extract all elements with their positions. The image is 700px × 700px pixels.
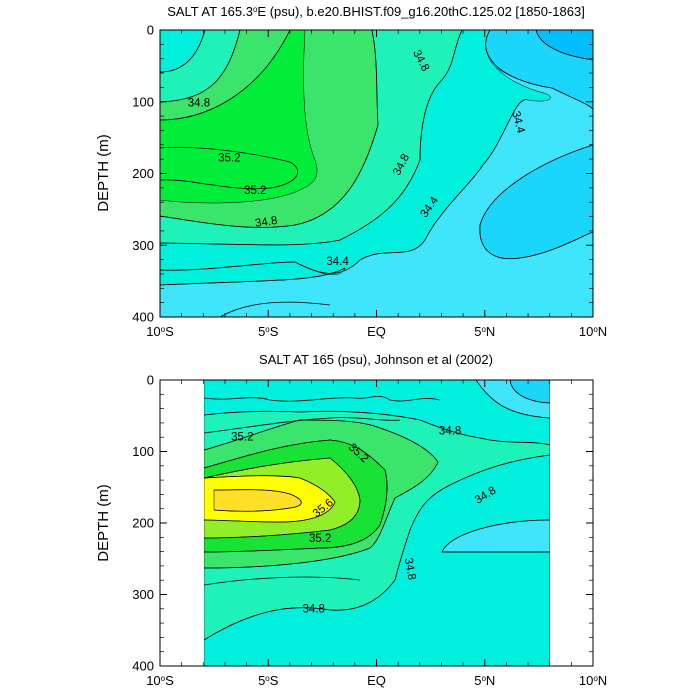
y-tick-label: 200 <box>132 516 154 531</box>
y-tick-label: 0 <box>147 23 154 38</box>
contour-label: 34.4 <box>509 110 527 135</box>
contour-label-text: 34.8 <box>439 426 461 438</box>
y-tick-label: 300 <box>132 587 154 602</box>
panel-observed-salinity: SALT AT 165 (psu), Johnson et al (2002) <box>95 352 607 688</box>
contour-label: 34.8 <box>439 426 461 438</box>
contour-label: 34.8 <box>402 557 418 581</box>
y-tick-label: 400 <box>132 310 154 325</box>
contour-label: 35.2 <box>231 431 253 443</box>
salinity-contour-fill <box>204 380 550 666</box>
contour-lines <box>160 30 593 317</box>
x-tick-label: 5oS <box>258 673 279 688</box>
contour-label-text: 34.8 <box>303 604 325 616</box>
y-tick-label: 200 <box>132 166 154 181</box>
x-tick-label: 10oS <box>146 324 174 339</box>
contour-label-text: 34.8 <box>188 97 210 109</box>
contour-label-text: 35.2 <box>244 185 266 197</box>
x-tick-label: 10oN <box>579 324 607 339</box>
x-tick-label: 5oN <box>474 324 495 339</box>
contour-label-text: 35.2 <box>309 533 331 545</box>
x-tick-label: 5oS <box>258 324 279 339</box>
contour-label: 35.2 <box>309 533 331 545</box>
x-tick-label: EQ <box>367 324 386 339</box>
x-tick-label: 10oS <box>146 673 174 688</box>
y-tick-label: 400 <box>132 659 154 674</box>
panel-model-salinity: SALT AT 165.3oE (psu), b.e20.BHIST.f09_g… <box>95 4 607 339</box>
y-tick-label: 100 <box>132 94 154 109</box>
contour-label-text: 34.8 <box>254 215 278 230</box>
contour-label: 35.2 <box>244 185 266 197</box>
x-axis-ticks: 10oS 5oS EQ 5oN 10oN <box>146 380 607 688</box>
contour-label-text: 34.8 <box>402 557 418 581</box>
contour-label-text: 34.4 <box>326 256 349 268</box>
y-axis-ticks: 0 100 200 300 400 <box>132 23 593 325</box>
x-tick-label: 10oN <box>579 673 607 688</box>
y-axis-label: DEPTH (m) <box>95 484 112 562</box>
y-tick-label: 300 <box>132 238 154 253</box>
panel-title: SALT AT 165 (psu), Johnson et al (2002) <box>259 352 493 367</box>
x-axis-ticks: 10oS 5oS EQ 5oN 10oN <box>146 30 607 339</box>
contour-label: 35.2 <box>218 152 240 164</box>
y-axis-ticks: 0 100 200 300 400 <box>132 373 593 674</box>
y-axis-label: DEPTH (m) <box>95 134 112 212</box>
contour-label: 34.8 <box>254 215 278 230</box>
contour-label: 34.8 <box>303 604 325 616</box>
y-tick-label: 0 <box>147 373 154 388</box>
contour-label: 34.4 <box>326 256 349 268</box>
contour-label-text: 34.4 <box>509 110 527 135</box>
contour-label-text: 35.2 <box>218 152 240 164</box>
y-tick-label: 100 <box>132 444 154 459</box>
panel-title: SALT AT 165.3oE (psu), b.e20.BHIST.f09_g… <box>167 4 585 19</box>
contour-label-text: 35.2 <box>231 431 253 443</box>
contour-label: 34.8 <box>188 97 210 109</box>
x-tick-label: 5oN <box>474 673 495 688</box>
x-tick-label: EQ <box>367 673 386 688</box>
contour-lines <box>204 380 550 641</box>
